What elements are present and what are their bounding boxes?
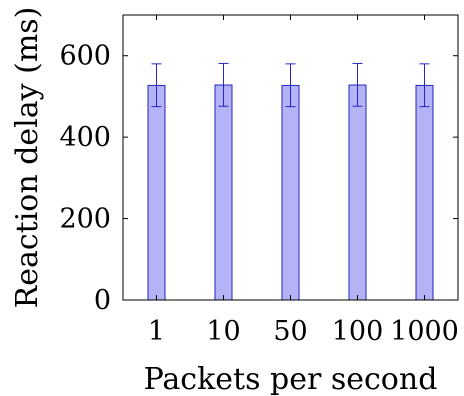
error-bar-50 bbox=[285, 63, 296, 108]
error-bar-100 bbox=[352, 62, 363, 107]
bar-10 bbox=[214, 84, 233, 301]
x-tick-label-10: 10 bbox=[206, 316, 240, 347]
y-tick-label-200: 200 bbox=[59, 204, 111, 235]
bars-group bbox=[147, 84, 434, 301]
bar-1000 bbox=[415, 84, 434, 301]
error-bar-1 bbox=[151, 63, 162, 108]
x-tick-label-50: 50 bbox=[273, 316, 307, 347]
bar-50 bbox=[281, 84, 300, 301]
ticks-group bbox=[123, 15, 458, 301]
x-axis-label: Packets per second bbox=[144, 362, 438, 396]
y-tick-label-600: 600 bbox=[59, 41, 111, 72]
error-bar-1000 bbox=[419, 63, 430, 108]
x-tick-label-100: 100 bbox=[332, 316, 384, 347]
x-tick-label-1: 1 bbox=[148, 316, 165, 347]
y-axis-label: Reaction delay (ms) bbox=[10, 7, 45, 309]
bar-100 bbox=[348, 84, 367, 301]
x-tick-labels: 1 10 50 100 1000 bbox=[148, 316, 459, 347]
y-tick-label-0: 0 bbox=[94, 285, 111, 316]
x-tick-label-1000: 1000 bbox=[390, 316, 459, 347]
y-tick-label-400: 400 bbox=[59, 122, 111, 153]
error-bar-10 bbox=[218, 62, 229, 107]
y-tick-labels: 0 200 400 600 bbox=[59, 41, 111, 316]
bar-1 bbox=[147, 84, 166, 301]
error-bars-group bbox=[151, 62, 430, 108]
